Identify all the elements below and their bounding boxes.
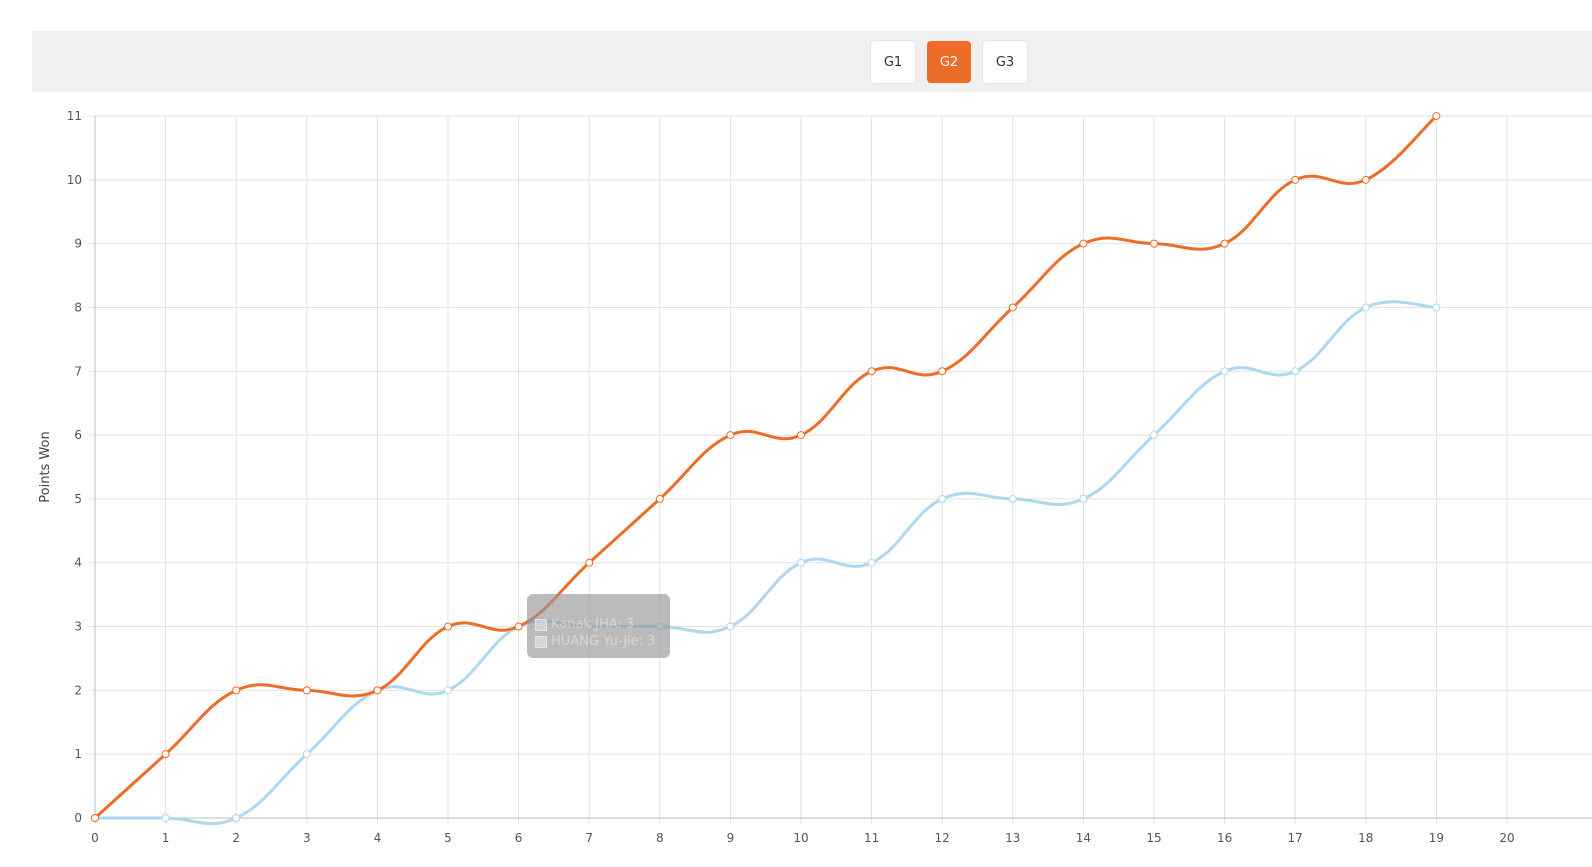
data-point — [585, 558, 594, 567]
x-tick-label: 6 — [515, 831, 523, 845]
x-tick-label: 8 — [656, 831, 664, 845]
x-tick-label: 13 — [1005, 831, 1020, 845]
data-point — [938, 367, 947, 376]
tab-g3[interactable]: G3 — [983, 41, 1027, 83]
data-point — [1079, 239, 1088, 248]
y-tick-label: 11 — [67, 109, 82, 123]
data-point — [161, 750, 170, 759]
y-tick-label: 9 — [74, 237, 82, 251]
game-tabs: G1 G2 G3 — [871, 41, 1027, 83]
x-tick-label: 14 — [1076, 831, 1091, 845]
y-tick-label: 3 — [74, 620, 82, 634]
data-point — [444, 622, 452, 631]
data-point — [797, 431, 805, 440]
x-tick-label: 16 — [1217, 831, 1232, 845]
data-point — [867, 367, 876, 376]
data-point — [1432, 303, 1441, 312]
tooltip-swatch — [535, 618, 547, 631]
data-point — [1008, 494, 1017, 503]
data-point — [655, 494, 664, 503]
data-point — [797, 558, 805, 567]
data-point — [1220, 367, 1229, 376]
data-point — [726, 431, 735, 440]
tab-g1[interactable]: G1 — [871, 41, 915, 83]
data-point — [373, 686, 382, 695]
x-tick-label: 3 — [303, 831, 311, 845]
y-tick-label: 6 — [74, 428, 82, 442]
data-point — [1291, 175, 1300, 184]
series-line — [93, 114, 1438, 820]
data-point — [1291, 367, 1300, 376]
data-point — [444, 686, 452, 695]
data-point — [232, 814, 241, 822]
x-tick-label: 4 — [374, 831, 382, 845]
data-point — [91, 814, 99, 822]
y-tick-label: 1 — [74, 747, 82, 761]
data-point — [1150, 431, 1158, 440]
chart-axes: 0 1 2 3 4 5 6 7 8 9 10 11 12 13 14 15 16 17 18 19 2001234567… — [67, 109, 1592, 845]
game-toolbar — [32, 31, 1592, 92]
data-point — [232, 686, 241, 695]
data-point — [302, 750, 311, 759]
y-tick-label: 4 — [74, 556, 82, 570]
x-tick-label: 7 — [585, 831, 593, 845]
x-tick-label: 20 — [1499, 831, 1514, 845]
y-tick-label: 10 — [67, 173, 82, 187]
tooltip-text: Kanak JHA: 3 — [551, 617, 635, 632]
x-tick-label: 9 — [727, 831, 735, 845]
x-tick-label: 0 — [91, 831, 99, 845]
data-point — [1432, 112, 1441, 120]
data-point — [1079, 494, 1088, 503]
tooltip-row-2: HUANG Yu-Jie: 3 — [535, 633, 670, 650]
x-tick-label: 18 — [1358, 831, 1373, 845]
tooltip-text: HUANG Yu-Jie: 3 — [551, 634, 656, 649]
chart-grid — [89, 115, 1592, 824]
y-tick-label: 0 — [74, 811, 82, 825]
data-point — [1008, 303, 1017, 312]
x-tick-label: 15 — [1146, 831, 1161, 845]
series-kanak-jha — [91, 112, 1441, 822]
x-tick-label: 19 — [1429, 831, 1444, 845]
x-tick-label: 12 — [935, 831, 950, 845]
data-point — [1220, 239, 1229, 248]
tab-g2[interactable]: G2 — [927, 41, 971, 83]
x-tick-label: 1 — [162, 831, 170, 845]
tooltip-swatch — [535, 635, 547, 648]
data-point — [514, 622, 523, 631]
data-point — [1361, 175, 1370, 184]
data-point — [161, 814, 170, 822]
tooltip-row-1: Kanak JHA: 3 — [535, 616, 670, 633]
x-tick-label: 11 — [864, 831, 879, 845]
data-point — [1361, 303, 1370, 312]
y-tick-label: 2 — [74, 683, 82, 697]
data-point — [1150, 239, 1158, 248]
y-axis-title: Points Won — [38, 431, 53, 502]
x-tick-label: 2 — [232, 831, 240, 845]
data-point — [938, 494, 947, 503]
chart-tooltip: Kanak JHA: 3 HUANG Yu-Jie: 3 — [527, 594, 670, 658]
y-tick-label: 7 — [74, 364, 82, 378]
chart-series — [91, 112, 1441, 826]
x-tick-label: 10 — [793, 831, 808, 845]
data-point — [302, 686, 311, 695]
data-point — [867, 558, 876, 567]
x-tick-label: 17 — [1288, 831, 1303, 845]
data-point — [726, 622, 735, 631]
y-tick-label: 5 — [74, 492, 82, 506]
x-tick-label: 5 — [444, 831, 452, 845]
y-tick-label: 8 — [74, 300, 82, 314]
